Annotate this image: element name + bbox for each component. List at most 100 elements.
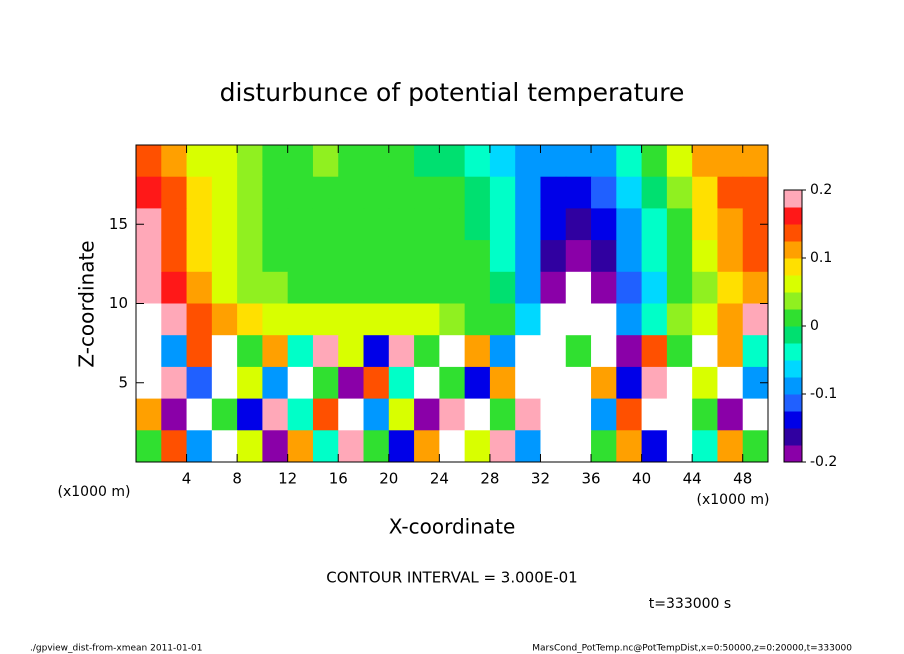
heat-cell: [262, 240, 289, 273]
heat-cell: [692, 176, 718, 209]
heat-cell: [287, 398, 314, 431]
heat-cell: [742, 303, 769, 336]
heat-cell: [287, 303, 314, 336]
heat-cell: [641, 271, 668, 304]
heat-cell: [666, 176, 693, 209]
heat-cell: [363, 240, 390, 273]
heat-cell: [312, 366, 339, 400]
heat-cell: [489, 271, 516, 304]
footer-left: ./gpview_dist-from-xmean 2011-01-01: [30, 644, 202, 654]
heat-cell: [237, 240, 263, 273]
heat-cell: [616, 398, 643, 431]
heat-cell: [237, 398, 263, 431]
heat-cell: [186, 398, 213, 431]
heat-cell: [439, 176, 466, 209]
heat-cell: [287, 430, 314, 463]
heat-cell: [287, 335, 314, 368]
colorbar-band: [784, 275, 802, 293]
heat-cell: [262, 303, 289, 336]
heat-cell: [742, 176, 769, 209]
x-tick-label: 28: [480, 470, 499, 488]
annotation: CONTOUR INTERVAL = 3.000E-01: [326, 569, 577, 587]
heat-cell: [692, 430, 718, 463]
heat-cell: [312, 430, 339, 463]
heat-cell: [388, 240, 415, 273]
heat-cell: [363, 303, 390, 336]
heat-cell: [591, 430, 617, 463]
heat-cell: [489, 335, 516, 368]
x-axis-unit: (x1000 m): [697, 492, 770, 508]
heat-cell: [237, 208, 263, 241]
heat-cell: [641, 240, 668, 273]
heat-cell: [565, 145, 592, 178]
heat-cell: [388, 335, 415, 368]
heat-cell: [338, 271, 365, 304]
heat-cell: [262, 145, 289, 178]
heat-cell: [515, 176, 541, 209]
heat-cell: [742, 271, 769, 304]
heat-cell: [439, 240, 466, 273]
heat-cell: [591, 176, 617, 209]
heat-cell: [666, 430, 693, 463]
heat-cell: [565, 240, 592, 273]
heat-cell: [616, 335, 643, 368]
heat-cell: [414, 145, 440, 178]
heat-cell: [742, 145, 769, 178]
heat-cell: [540, 366, 567, 400]
heat-cell: [666, 335, 693, 368]
heat-cell: [338, 430, 365, 463]
heat-cell: [161, 176, 188, 209]
heat-cell: [565, 335, 592, 368]
heat-cell: [211, 271, 238, 304]
heat-cell: [136, 335, 162, 368]
heat-cell: [515, 303, 541, 336]
heat-cell: [237, 271, 263, 304]
heat-cell: [136, 240, 162, 273]
colorbar-band: [784, 394, 802, 412]
colorbar-tick-label: 0.2: [810, 182, 832, 198]
heat-cell: [717, 335, 744, 368]
heat-cell: [515, 398, 541, 431]
x-tick-label: 32: [531, 470, 550, 488]
heat-cell: [287, 176, 314, 209]
heat-cell: [515, 240, 541, 273]
heat-cell: [439, 271, 466, 304]
heat-cell: [262, 271, 289, 304]
colorbar-band: [784, 411, 802, 429]
heat-cell: [540, 335, 567, 368]
heat-cell: [388, 208, 415, 241]
colorbar-band: [784, 377, 802, 395]
heat-cell: [287, 240, 314, 273]
heat-cell: [641, 398, 668, 431]
heat-cell: [464, 271, 491, 304]
heat-cell: [161, 335, 188, 368]
heat-cell: [186, 366, 213, 400]
heat-cell: [414, 303, 440, 336]
heat-cell: [363, 176, 390, 209]
heat-cell: [464, 366, 491, 400]
heat-cell: [262, 398, 289, 431]
heat-cell: [136, 145, 162, 178]
heat-cell: [439, 366, 466, 400]
heat-cell: [211, 303, 238, 336]
heat-cell: [641, 335, 668, 368]
heat-cell: [262, 430, 289, 463]
heat-cell: [565, 303, 592, 336]
heat-cell: [515, 208, 541, 241]
heat-cell: [692, 366, 718, 400]
heat-cell: [717, 271, 744, 304]
heat-cell: [540, 303, 567, 336]
heat-cell: [540, 208, 567, 241]
heat-cell: [666, 208, 693, 241]
heat-cell: [717, 430, 744, 463]
footer-right: MarsCond_PotTemp.nc@PotTempDist,x=0:5000…: [532, 644, 852, 654]
heat-cell: [565, 271, 592, 304]
heat-cell: [692, 398, 718, 431]
heat-cell: [565, 366, 592, 400]
heat-cell: [489, 145, 516, 178]
heat-cell: [464, 430, 491, 463]
y-axis-label: Z-coordinate: [75, 240, 99, 367]
heat-cell: [464, 208, 491, 241]
x-tick-label: 40: [632, 470, 651, 488]
colorbar-band: [784, 207, 802, 225]
